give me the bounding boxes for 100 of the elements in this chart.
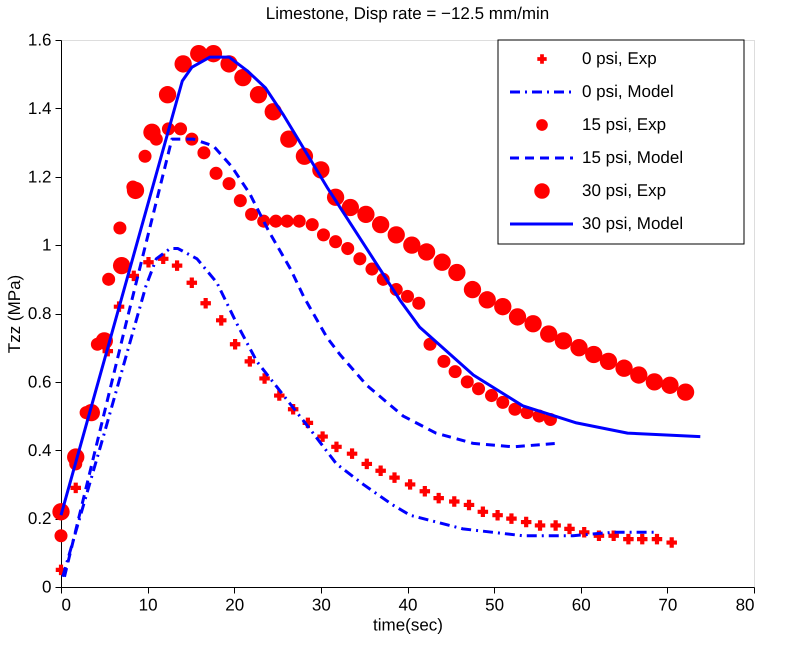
point: [485, 389, 498, 402]
point: [244, 356, 256, 367]
x-axis-title: time(sec): [373, 616, 443, 634]
point: [520, 516, 532, 528]
point: [637, 534, 648, 544]
x-tick-label: 0: [62, 596, 71, 614]
point: [437, 354, 450, 368]
point: [508, 308, 526, 326]
legend-label: 0 psi, Model: [582, 82, 674, 101]
point: [540, 325, 558, 343]
point: [420, 486, 430, 497]
point: [245, 208, 258, 221]
point: [230, 339, 240, 350]
point: [112, 256, 130, 274]
point: [329, 235, 342, 248]
point: [389, 472, 400, 483]
point: [158, 86, 176, 104]
y-axis-title: Tzz (MPa): [4, 274, 24, 354]
point: [570, 339, 588, 356]
point: [400, 290, 414, 303]
point: [331, 442, 342, 452]
y-tick-label: 0.6: [28, 372, 52, 392]
chart-title: Limestone, Disp rate = −12.5 mm/min: [266, 4, 550, 23]
point: [404, 479, 416, 490]
point: [534, 520, 546, 531]
point: [448, 365, 462, 378]
point: [496, 396, 510, 409]
point: [478, 291, 496, 308]
point: [174, 55, 192, 73]
point: [113, 222, 126, 235]
point: [608, 530, 619, 541]
point: [362, 458, 372, 470]
point: [578, 527, 590, 538]
point: [630, 366, 648, 384]
point: [259, 373, 270, 384]
point: [652, 534, 662, 544]
point: [269, 214, 282, 228]
y-tick-label: 0: [42, 578, 52, 596]
y-tick-label: 0.4: [28, 440, 52, 460]
x-tick-label: 50: [485, 596, 504, 614]
point: [280, 130, 298, 148]
y-tick-label: 1.2: [28, 167, 52, 186]
point: [102, 272, 116, 286]
point: [585, 346, 602, 364]
point: [357, 206, 375, 223]
point: [234, 68, 252, 86]
point: [143, 256, 154, 268]
point: [186, 277, 198, 288]
point: [506, 513, 517, 524]
point: [412, 296, 426, 310]
point: [492, 510, 503, 520]
point: [600, 352, 618, 370]
point: [222, 177, 236, 190]
legend-label: 0 psi, Exp: [582, 49, 657, 68]
point: [341, 242, 354, 256]
x-tick-label: 80: [736, 596, 754, 614]
point: [375, 466, 386, 476]
point: [666, 537, 677, 548]
point: [508, 402, 522, 416]
point: [306, 218, 319, 232]
x-tick-label: 40: [398, 596, 418, 614]
point: [449, 496, 460, 507]
point: [433, 492, 444, 504]
point: [448, 264, 466, 282]
point: [234, 194, 247, 208]
legend-label: 15 psi, Model: [582, 148, 684, 167]
point: [143, 124, 161, 141]
x-tick-label: 20: [225, 596, 244, 614]
point: [126, 182, 144, 200]
x-tick-label: 10: [138, 596, 158, 614]
x-tick-label: 30: [312, 596, 331, 614]
point: [200, 298, 211, 308]
point: [210, 166, 223, 180]
point: [615, 360, 633, 377]
point: [388, 226, 405, 244]
point: [464, 280, 482, 298]
point: [478, 506, 488, 518]
point: [342, 198, 359, 216]
point: [197, 146, 210, 160]
point: [464, 500, 474, 510]
y-tick-label: 1.4: [28, 98, 52, 118]
y-tick-label: 0.8: [28, 304, 52, 323]
point: [661, 376, 679, 394]
y-tick-label: 1.6: [28, 30, 52, 50]
point: [138, 150, 152, 163]
legend-label: 30 psi, Exp: [582, 181, 666, 200]
point: [70, 482, 81, 494]
point: [365, 262, 379, 276]
point: [472, 382, 486, 396]
point: [346, 448, 358, 459]
point: [250, 86, 268, 104]
point: [54, 529, 68, 542]
point: [564, 524, 575, 534]
point: [550, 520, 561, 531]
point: [433, 254, 451, 271]
point: [280, 214, 294, 228]
point: [403, 236, 420, 254]
point: [292, 214, 306, 228]
point: [174, 122, 188, 136]
legend-label: 30 psi, Model: [582, 214, 684, 233]
